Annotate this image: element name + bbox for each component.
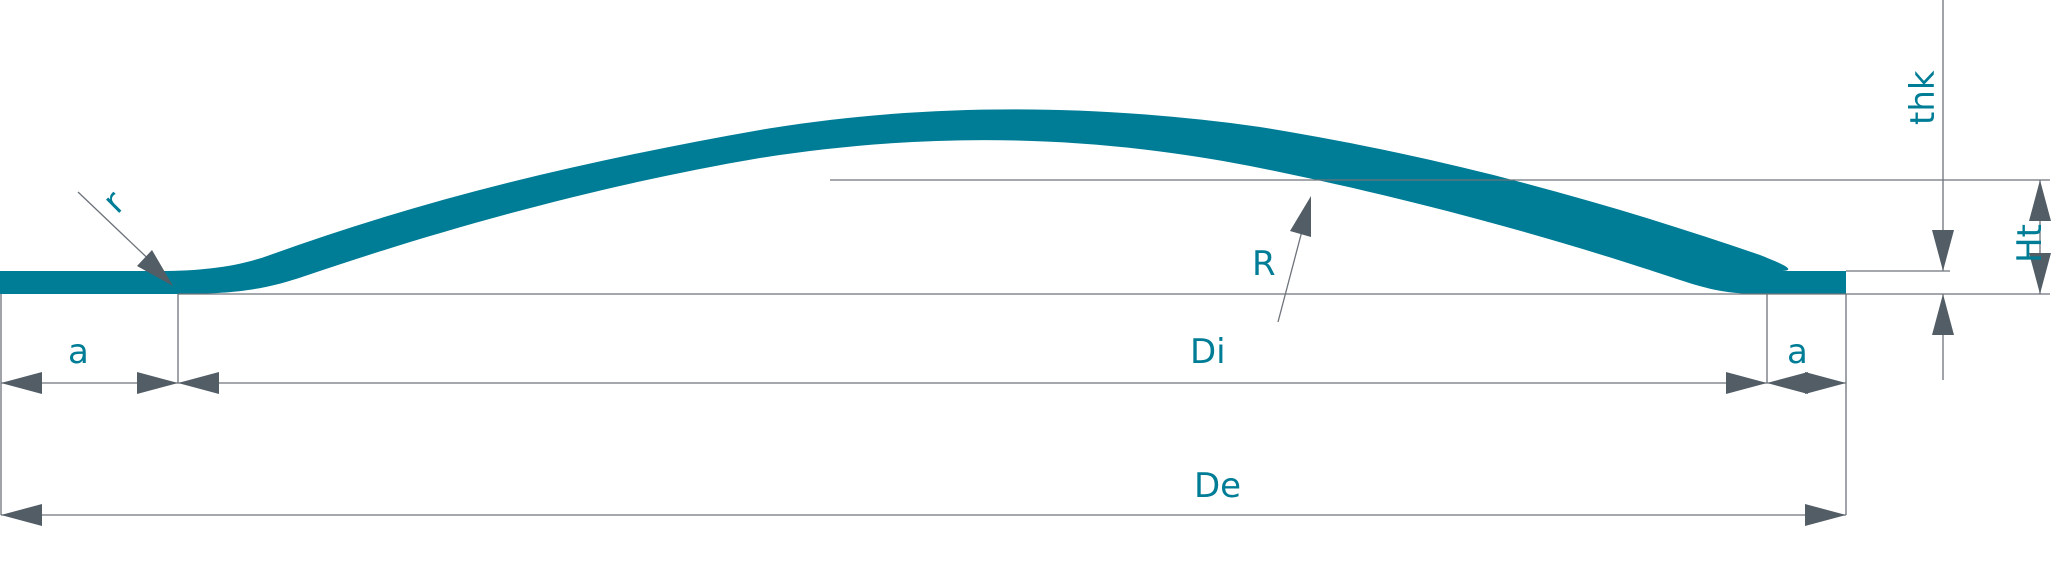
label-outer-diameter: De (1194, 466, 1241, 506)
arrowhead-icon (137, 372, 178, 394)
leader-crown-radius: R (1252, 196, 1311, 323)
arrowhead-icon (1290, 196, 1311, 237)
arrowhead-icon (1767, 372, 1808, 394)
arrowhead-icon (137, 250, 173, 286)
head-profile-body (0, 109, 1846, 294)
label-flange-left: a (68, 332, 89, 372)
extension-lines (0, 179, 2050, 515)
label-flange-right: a (1787, 332, 1808, 372)
label-inner-diameter: Di (1190, 332, 1226, 372)
dim-total-height: Ht (2010, 180, 2051, 294)
arrowhead-icon (1805, 504, 1846, 526)
dim-thickness: thk (1903, 0, 1954, 380)
label-total-height: Ht (2010, 224, 2050, 263)
arrowhead-icon (178, 372, 219, 394)
label-crown-radius: R (1252, 244, 1276, 284)
dim-outer-diameter: De (1, 466, 1846, 526)
dim-inner-diameter: Di (178, 332, 1767, 394)
dim-flange-left: a (1, 332, 178, 394)
label-knuckle-radius: r (95, 183, 133, 221)
arrowhead-icon (1805, 372, 1846, 394)
leader-knuckle-radius: r (77, 183, 173, 286)
arrowhead-icon (2029, 180, 2051, 221)
arrowhead-icon (1726, 372, 1767, 394)
dim-flange-right: a (1767, 332, 1846, 394)
arrowhead-icon (2029, 253, 2051, 294)
label-thickness: thk (1903, 70, 1943, 125)
arrowhead-icon (1, 504, 42, 526)
arrowhead-icon (1932, 294, 1954, 335)
arrowhead-icon (1932, 230, 1954, 271)
arrowhead-icon (1, 372, 42, 394)
